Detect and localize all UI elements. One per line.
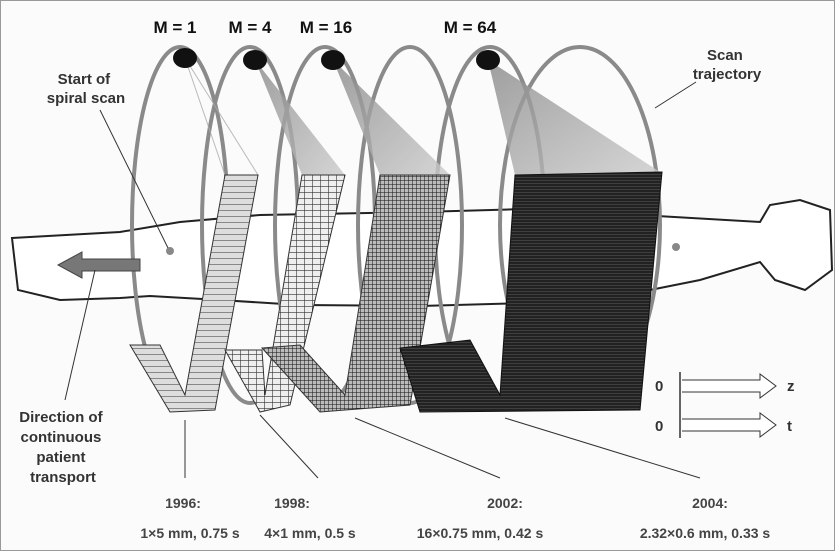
spec: 2.32×0.6 mm, 0.33 s xyxy=(640,525,771,541)
year: 2004: xyxy=(692,495,728,511)
detector-label: M = 16 xyxy=(300,18,352,37)
detector-label: M = 64 xyxy=(444,18,497,37)
detector-texts: M = 1 1996: 1×5 mm, 0.75 s M = 4 1998: 4×1 mm… xyxy=(140,18,770,541)
x-ray-fans xyxy=(184,57,660,176)
text-line: transport xyxy=(30,469,96,486)
detector-dots xyxy=(173,48,500,70)
spec: 1×5 mm, 0.75 s xyxy=(140,525,239,541)
spec: 16×0.75 mm, 0.42 s xyxy=(417,525,544,541)
detector-bands xyxy=(129,171,663,413)
text-line: Start of xyxy=(58,71,112,88)
axes-legend xyxy=(679,372,777,438)
direction-label: Direction of continuous patient transpor… xyxy=(19,409,107,486)
transport-arrow xyxy=(56,251,141,279)
text-line: trajectory xyxy=(693,66,762,83)
start-label: Start of spiral scan xyxy=(47,71,125,107)
text-line: spiral scan xyxy=(47,90,125,107)
leader-lines xyxy=(64,81,701,479)
text-line: Direction of xyxy=(19,409,103,426)
t-label: t xyxy=(787,418,792,435)
spec: 4×1 mm, 0.5 s xyxy=(264,525,356,541)
year: 1998: xyxy=(274,495,310,511)
year: 2002: xyxy=(487,495,523,511)
text-line: patient xyxy=(36,449,85,466)
text-line: Scan xyxy=(707,47,743,64)
start-point xyxy=(166,247,174,255)
year: 1996: xyxy=(165,495,201,511)
z-label: z xyxy=(787,378,795,395)
t-origin: 0 xyxy=(655,418,663,435)
scan-trajectory: Scan trajectory xyxy=(693,47,762,83)
detector-label: M = 1 xyxy=(154,18,197,37)
z-origin: 0 xyxy=(655,378,663,395)
end-point xyxy=(672,243,680,251)
text-line: continuous xyxy=(21,429,102,446)
detector-label: M = 4 xyxy=(229,18,273,37)
